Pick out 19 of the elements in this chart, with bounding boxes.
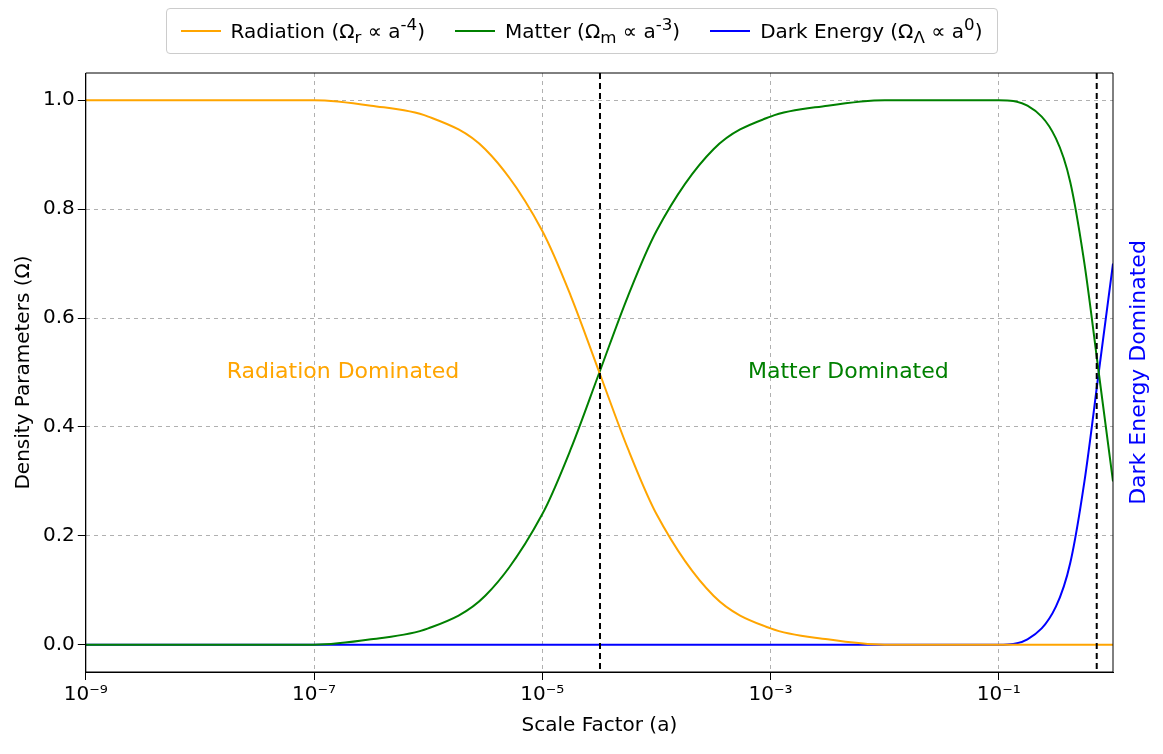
x-tick-label: 10⁻⁵ (520, 680, 565, 705)
annotation: Matter Dominated (747, 357, 949, 383)
x-tick-label: 10⁻³ (748, 680, 793, 705)
y-tick-label: 0.6 (42, 303, 75, 328)
y-tick-label: 0.2 (42, 521, 75, 546)
y-tick-label: 0.8 (42, 195, 75, 219)
y-tick-label: 0.4 (42, 412, 75, 437)
legend-label: Dark Energy (Ω$_{Λ}$ ∝ a$^{0}$) (760, 15, 983, 47)
legend-label: Radiation (Ω$_{r}$ ∝ a$^{-4}$) (230, 15, 426, 47)
y-tick-label: 0.0 (42, 630, 75, 655)
x-tick-label: 10⁻⁷ (292, 680, 337, 705)
annotation: Radiation Dominated (226, 357, 460, 383)
x-tick-label: 10⁻⁹ (63, 680, 108, 705)
y-tick-label: 1.0 (42, 86, 75, 111)
text: Dark Energy Dominated (1124, 239, 1150, 505)
x-axis-title: Scale Factor (a) (521, 711, 678, 736)
y-axis-title: Density Parameters (Ω) (10, 255, 35, 490)
x-tick-label: 10⁻¹ (976, 680, 1021, 705)
legend-label: Matter (Ω$_{m}$ ∝ a$^{-3}$) (505, 15, 681, 47)
